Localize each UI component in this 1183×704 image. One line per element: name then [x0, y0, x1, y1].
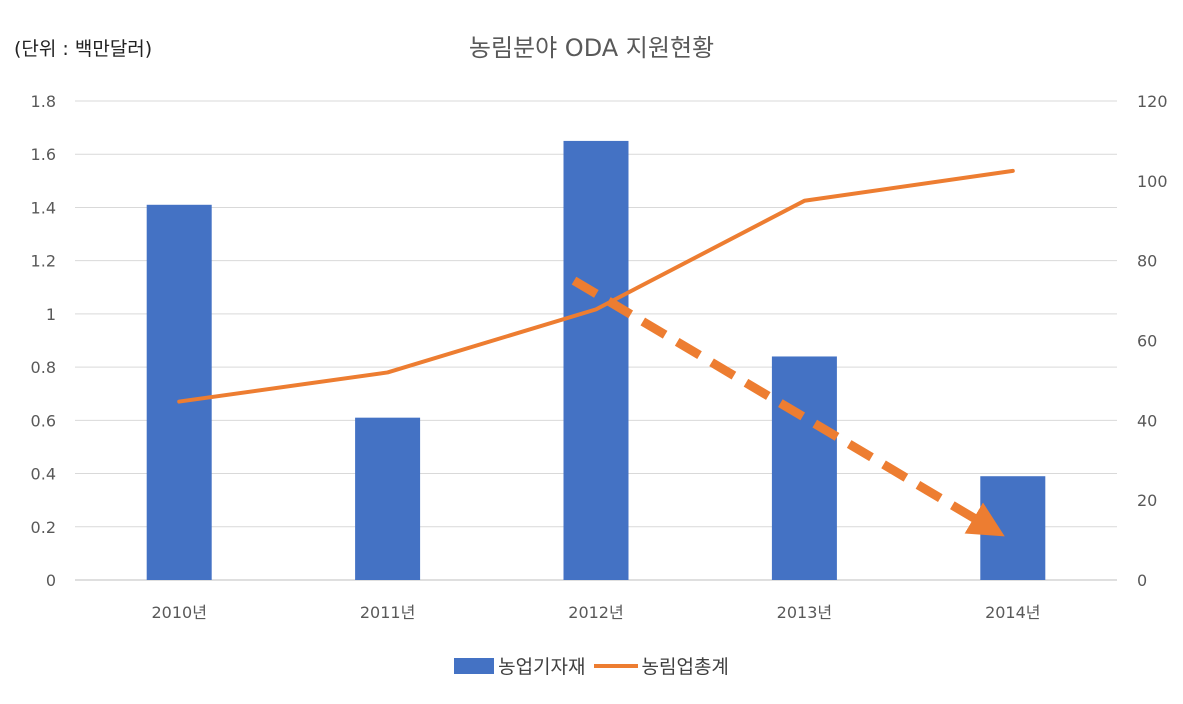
legend-item-bar: 농업기자재 [454, 652, 586, 679]
legend-line-swatch [593, 663, 638, 668]
left-tick-label: 0.4 [31, 465, 56, 484]
legend-bar-swatch [454, 657, 495, 674]
bar [771, 356, 837, 580]
legend-bar-label: 농업기자재 [498, 656, 586, 678]
bar [355, 417, 421, 580]
left-tick-label: 0.2 [31, 518, 56, 537]
left-tick-label: 1.6 [31, 145, 56, 164]
right-tick-label: 0 [1137, 571, 1147, 590]
left-tick-label: 1 [46, 305, 56, 324]
chart-title: 농림분야 ODA 지원현황 [468, 34, 715, 62]
trend-arrow [571, 276, 1005, 537]
legend-item-line: 농림업총계 [593, 652, 729, 679]
left-axis: 0 0.2 0.4 0.6 0.8 1 1.2 1.4 1.6 1.8 [31, 92, 56, 590]
x-tick-label: 2013년 [777, 603, 832, 622]
left-tick-label: 0.6 [31, 411, 56, 430]
x-tick-label: 2010년 [151, 603, 206, 622]
left-tick-label: 1.4 [31, 198, 56, 217]
right-tick-label: 100 [1137, 172, 1168, 191]
line-series [177, 168, 1015, 404]
left-tick-label: 0 [46, 571, 56, 590]
right-tick-label: 20 [1137, 491, 1157, 510]
x-tick-label: 2014년 [985, 603, 1040, 622]
right-tick-label: 60 [1137, 332, 1157, 351]
legend-line-label: 농림업총계 [641, 656, 729, 678]
bar-series [146, 140, 1046, 581]
legend: 농업기자재 농림업총계 [0, 652, 1183, 679]
right-tick-label: 120 [1137, 92, 1168, 111]
x-tick-label: 2012년 [568, 603, 623, 622]
right-tick-label: 40 [1137, 411, 1157, 430]
bar [146, 204, 212, 581]
left-tick-label: 1.2 [31, 252, 56, 271]
x-tick-label: 2011년 [360, 603, 415, 622]
left-tick-label: 1.8 [31, 92, 56, 111]
right-axis: 0 20 40 60 80 100 120 [1137, 92, 1168, 590]
x-axis: 2010년 2011년 2012년 2013년 2014년 [151, 603, 1040, 622]
left-tick-label: 0.8 [31, 358, 56, 377]
trend-arrow-layer [571, 276, 1005, 537]
right-tick-label: 80 [1137, 252, 1157, 271]
unit-label: (단위 : 백만달러) [14, 38, 153, 60]
bar [563, 140, 629, 580]
